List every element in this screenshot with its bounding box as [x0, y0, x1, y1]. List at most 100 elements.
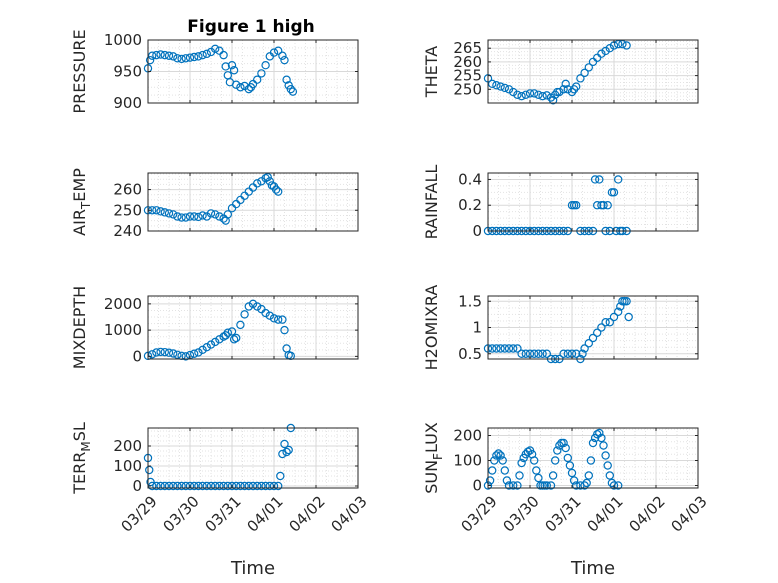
y-tick-label: 1000 [104, 321, 142, 339]
data-point [517, 349, 526, 358]
data-point [572, 82, 581, 91]
data-point [248, 481, 258, 491]
data-point [603, 461, 612, 470]
y-tick-label: 1.5 [458, 292, 482, 310]
data-point [236, 320, 245, 330]
data-point [181, 213, 190, 222]
data-point [253, 75, 262, 84]
data-point [561, 79, 570, 89]
y-tick-label: 0 [132, 477, 142, 495]
data-point [177, 213, 186, 222]
data-point [253, 481, 262, 491]
y-tick-label: 265 [453, 39, 482, 57]
data-point [152, 348, 161, 357]
data-point [168, 481, 178, 491]
x-axis-label: Time [570, 558, 615, 579]
data-point [280, 55, 289, 65]
y-tick-label: 100 [453, 452, 482, 470]
data-point [559, 349, 568, 358]
data-point [194, 481, 203, 491]
data-point [185, 212, 195, 221]
data-point [565, 461, 575, 470]
data-point [210, 337, 220, 347]
data-point [206, 481, 216, 491]
data-point [156, 347, 165, 357]
data-point [168, 349, 178, 358]
data-point [160, 481, 169, 491]
data-point [590, 175, 600, 184]
subplot-6: 0.5 1 1.5 H2OMIXRA [422, 285, 699, 370]
data-point [595, 175, 604, 184]
data-point [189, 481, 199, 491]
data-point [515, 471, 524, 480]
data-point [584, 63, 594, 72]
data-point [276, 471, 285, 481]
data-point [164, 209, 174, 218]
x-tick-label: 03/31 [541, 492, 584, 535]
axes-box [487, 39, 699, 104]
subplot-1: 900 950 1000 PRESSURE [70, 29, 359, 114]
data-point [202, 342, 211, 352]
data-point [164, 481, 174, 491]
data-point [189, 212, 199, 221]
data-point [597, 433, 606, 443]
data-point [504, 344, 514, 353]
data-point [517, 91, 526, 101]
data-point [274, 315, 283, 324]
data-point [584, 471, 594, 480]
data-point [530, 349, 539, 358]
x-tick-label: 03/30 [499, 492, 542, 535]
data-point [605, 471, 615, 480]
data-point [609, 481, 619, 490]
data-point [173, 212, 182, 221]
data-point [257, 69, 266, 78]
data-point [160, 50, 169, 60]
data-point [236, 481, 245, 491]
y-tick-label: 255 [453, 67, 482, 85]
data-point [551, 90, 560, 99]
y-tick-label: 0.5 [458, 345, 482, 363]
data-point [521, 349, 531, 358]
data-point [559, 438, 568, 448]
data-point [263, 172, 272, 182]
data-point [257, 481, 266, 491]
y-tick-label: 0 [472, 222, 482, 240]
data-point [488, 79, 497, 89]
data-point [624, 312, 633, 322]
data-point [603, 201, 612, 210]
y-tick-label: 1000 [104, 31, 142, 49]
data-point [181, 352, 190, 361]
y-tick-label: 0.2 [458, 196, 482, 214]
data-point [584, 339, 594, 348]
data-point [605, 44, 615, 53]
data-point [534, 473, 543, 483]
data-point [215, 212, 224, 221]
data-point [156, 207, 165, 216]
data-point [509, 481, 518, 490]
y-axis-label: AIRTEMP [70, 168, 93, 236]
data-point [553, 446, 562, 455]
data-point [521, 90, 531, 99]
y-tick-label: 2000 [104, 295, 142, 313]
data-point [253, 302, 262, 311]
y-tick-label: 1 [472, 319, 482, 337]
data-point [599, 201, 608, 210]
data-point [614, 39, 623, 49]
data-point [156, 481, 165, 491]
data-point [563, 349, 573, 358]
x-tick-label: 04/03 [667, 492, 710, 535]
data-point [181, 481, 190, 491]
data-point [534, 90, 543, 99]
y-axis-label: TERRMSL [70, 422, 93, 495]
data-point [523, 447, 533, 456]
data-point [555, 87, 564, 97]
data-point [261, 60, 270, 70]
data-point [538, 91, 547, 101]
data-point [274, 46, 283, 55]
data-point [576, 74, 585, 83]
data-point [488, 466, 497, 475]
data-point [567, 468, 577, 478]
data-point [271, 185, 281, 194]
